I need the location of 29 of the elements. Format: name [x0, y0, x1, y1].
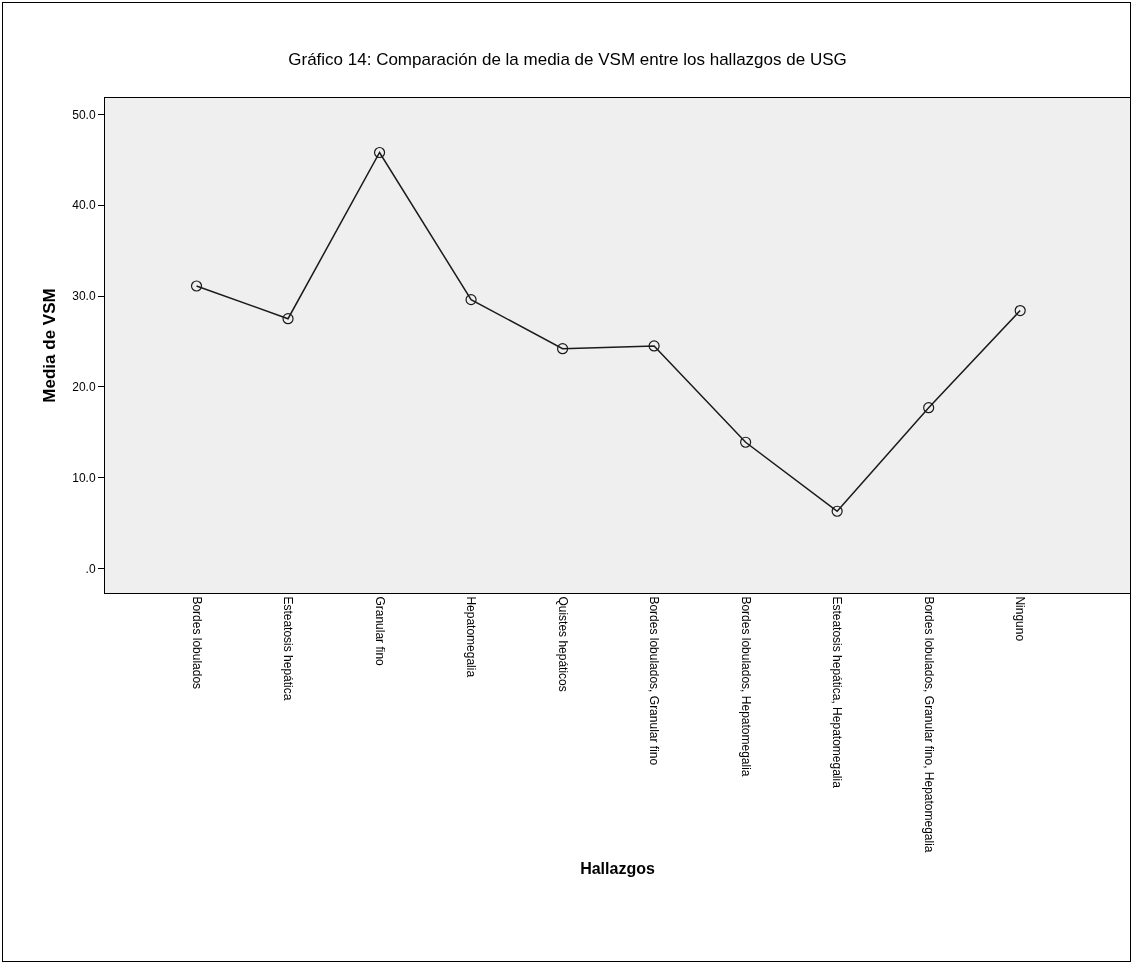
x-tick-label: Granular fino	[372, 596, 387, 667]
point	[740, 436, 752, 448]
x-tick-label: Bordes lobulados, Granular fino, Hepatomegalia	[921, 596, 936, 853]
point	[1014, 304, 1026, 317]
x-tick-label: Ninguno	[1013, 596, 1028, 642]
y-tick-label: 40.0	[72, 198, 96, 213]
y-tick-label: 50.0	[72, 107, 96, 122]
x-tick-label: Bordes lobulados, Hepatomegalia	[738, 596, 753, 777]
point	[465, 294, 477, 306]
point	[648, 340, 660, 352]
x-tick-label: Bordes lobulados	[189, 596, 204, 690]
x-axis-title: Hallazgos	[580, 859, 655, 877]
x-tick-label: Bordes lobulados, Granular fino	[647, 596, 662, 766]
y-tick-label: 10.0	[72, 470, 96, 485]
x-tick-label: Hepatomegalia	[464, 596, 479, 678]
x-tick-label: Esteatosis hepática	[281, 596, 296, 701]
point	[373, 146, 386, 159]
y-tick-label: 20.0	[72, 380, 96, 395]
point	[282, 313, 294, 325]
x-tick-label: Quistes hepáticos	[555, 596, 570, 692]
x-tick-label: Esteatosis hepática, Hepatomegalia	[830, 596, 845, 789]
point	[556, 343, 569, 355]
chart-title: Gráfico 14: Comparación de la media de VSM entre los hallazgos de USG	[288, 50, 847, 70]
y-tick-label: 30.0	[72, 289, 96, 304]
point	[831, 505, 843, 517]
y-tick-label: .0	[85, 561, 96, 576]
y-axis-title: Media de VSM	[39, 288, 59, 403]
point	[923, 402, 935, 414]
point	[190, 280, 203, 292]
